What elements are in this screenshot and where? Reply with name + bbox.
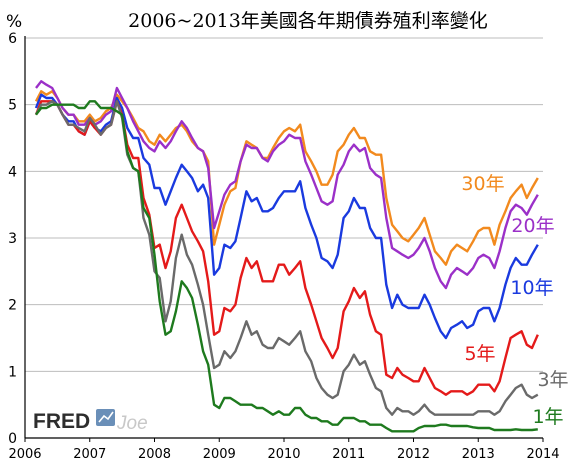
y-tick-label: 3 (8, 231, 17, 247)
x-tick-label: 2009 (203, 447, 236, 462)
axes (24, 36, 544, 442)
y-tick-label: 0 (8, 431, 17, 447)
y-tick-label: 2 (8, 298, 17, 314)
x-tick-label: 2008 (138, 447, 171, 462)
series-lines (34, 80, 539, 433)
x-tick-label: 2011 (332, 447, 365, 462)
series-label: 5年 (464, 343, 495, 365)
series-line-3 (34, 93, 539, 340)
series-line-1 (34, 90, 539, 266)
series-label: 3年 (537, 369, 568, 391)
y-axis-unit: % (6, 12, 22, 32)
series-labels: 30年 20年 10年 5年 3年 1年 (461, 173, 568, 428)
series-line-2 (35, 80, 539, 290)
fred-logo-text: FRED (33, 410, 90, 433)
series-line-6 (35, 100, 538, 433)
x-tick-label: 2007 (73, 447, 106, 462)
y-tick-label: 1 (8, 364, 17, 380)
x-tick-label: 2010 (267, 447, 300, 462)
series-label: 20年 (511, 215, 554, 237)
y-tick-label: 4 (8, 164, 17, 180)
watermark-text: Joe (116, 413, 148, 434)
chart-title: 2006~2013年美國各年期債券殖利率變化 (128, 10, 488, 32)
x-tick-label: 2006 (8, 447, 41, 462)
grid-lines (25, 37, 543, 372)
x-tick-labels: 2006 2007 2008 2009 2010 2011 2012 2013 2014 (8, 447, 559, 462)
series-line-5 (34, 100, 539, 416)
series-label: 10年 (510, 277, 553, 299)
y-tick-label: 5 (8, 98, 17, 114)
y-tick-label: 6 (8, 31, 17, 47)
series-label: 1年 (532, 406, 563, 428)
y-tick-labels: 0 1 2 3 4 5 6 (8, 31, 17, 447)
x-tick-label: 2013 (462, 447, 495, 462)
x-tick-label: 2012 (397, 447, 430, 462)
fred-logo: FRED Joe (33, 409, 148, 434)
chart-trend-icon (96, 409, 115, 426)
series-label: 30年 (461, 173, 504, 195)
x-tick-label: 2014 (526, 447, 559, 462)
